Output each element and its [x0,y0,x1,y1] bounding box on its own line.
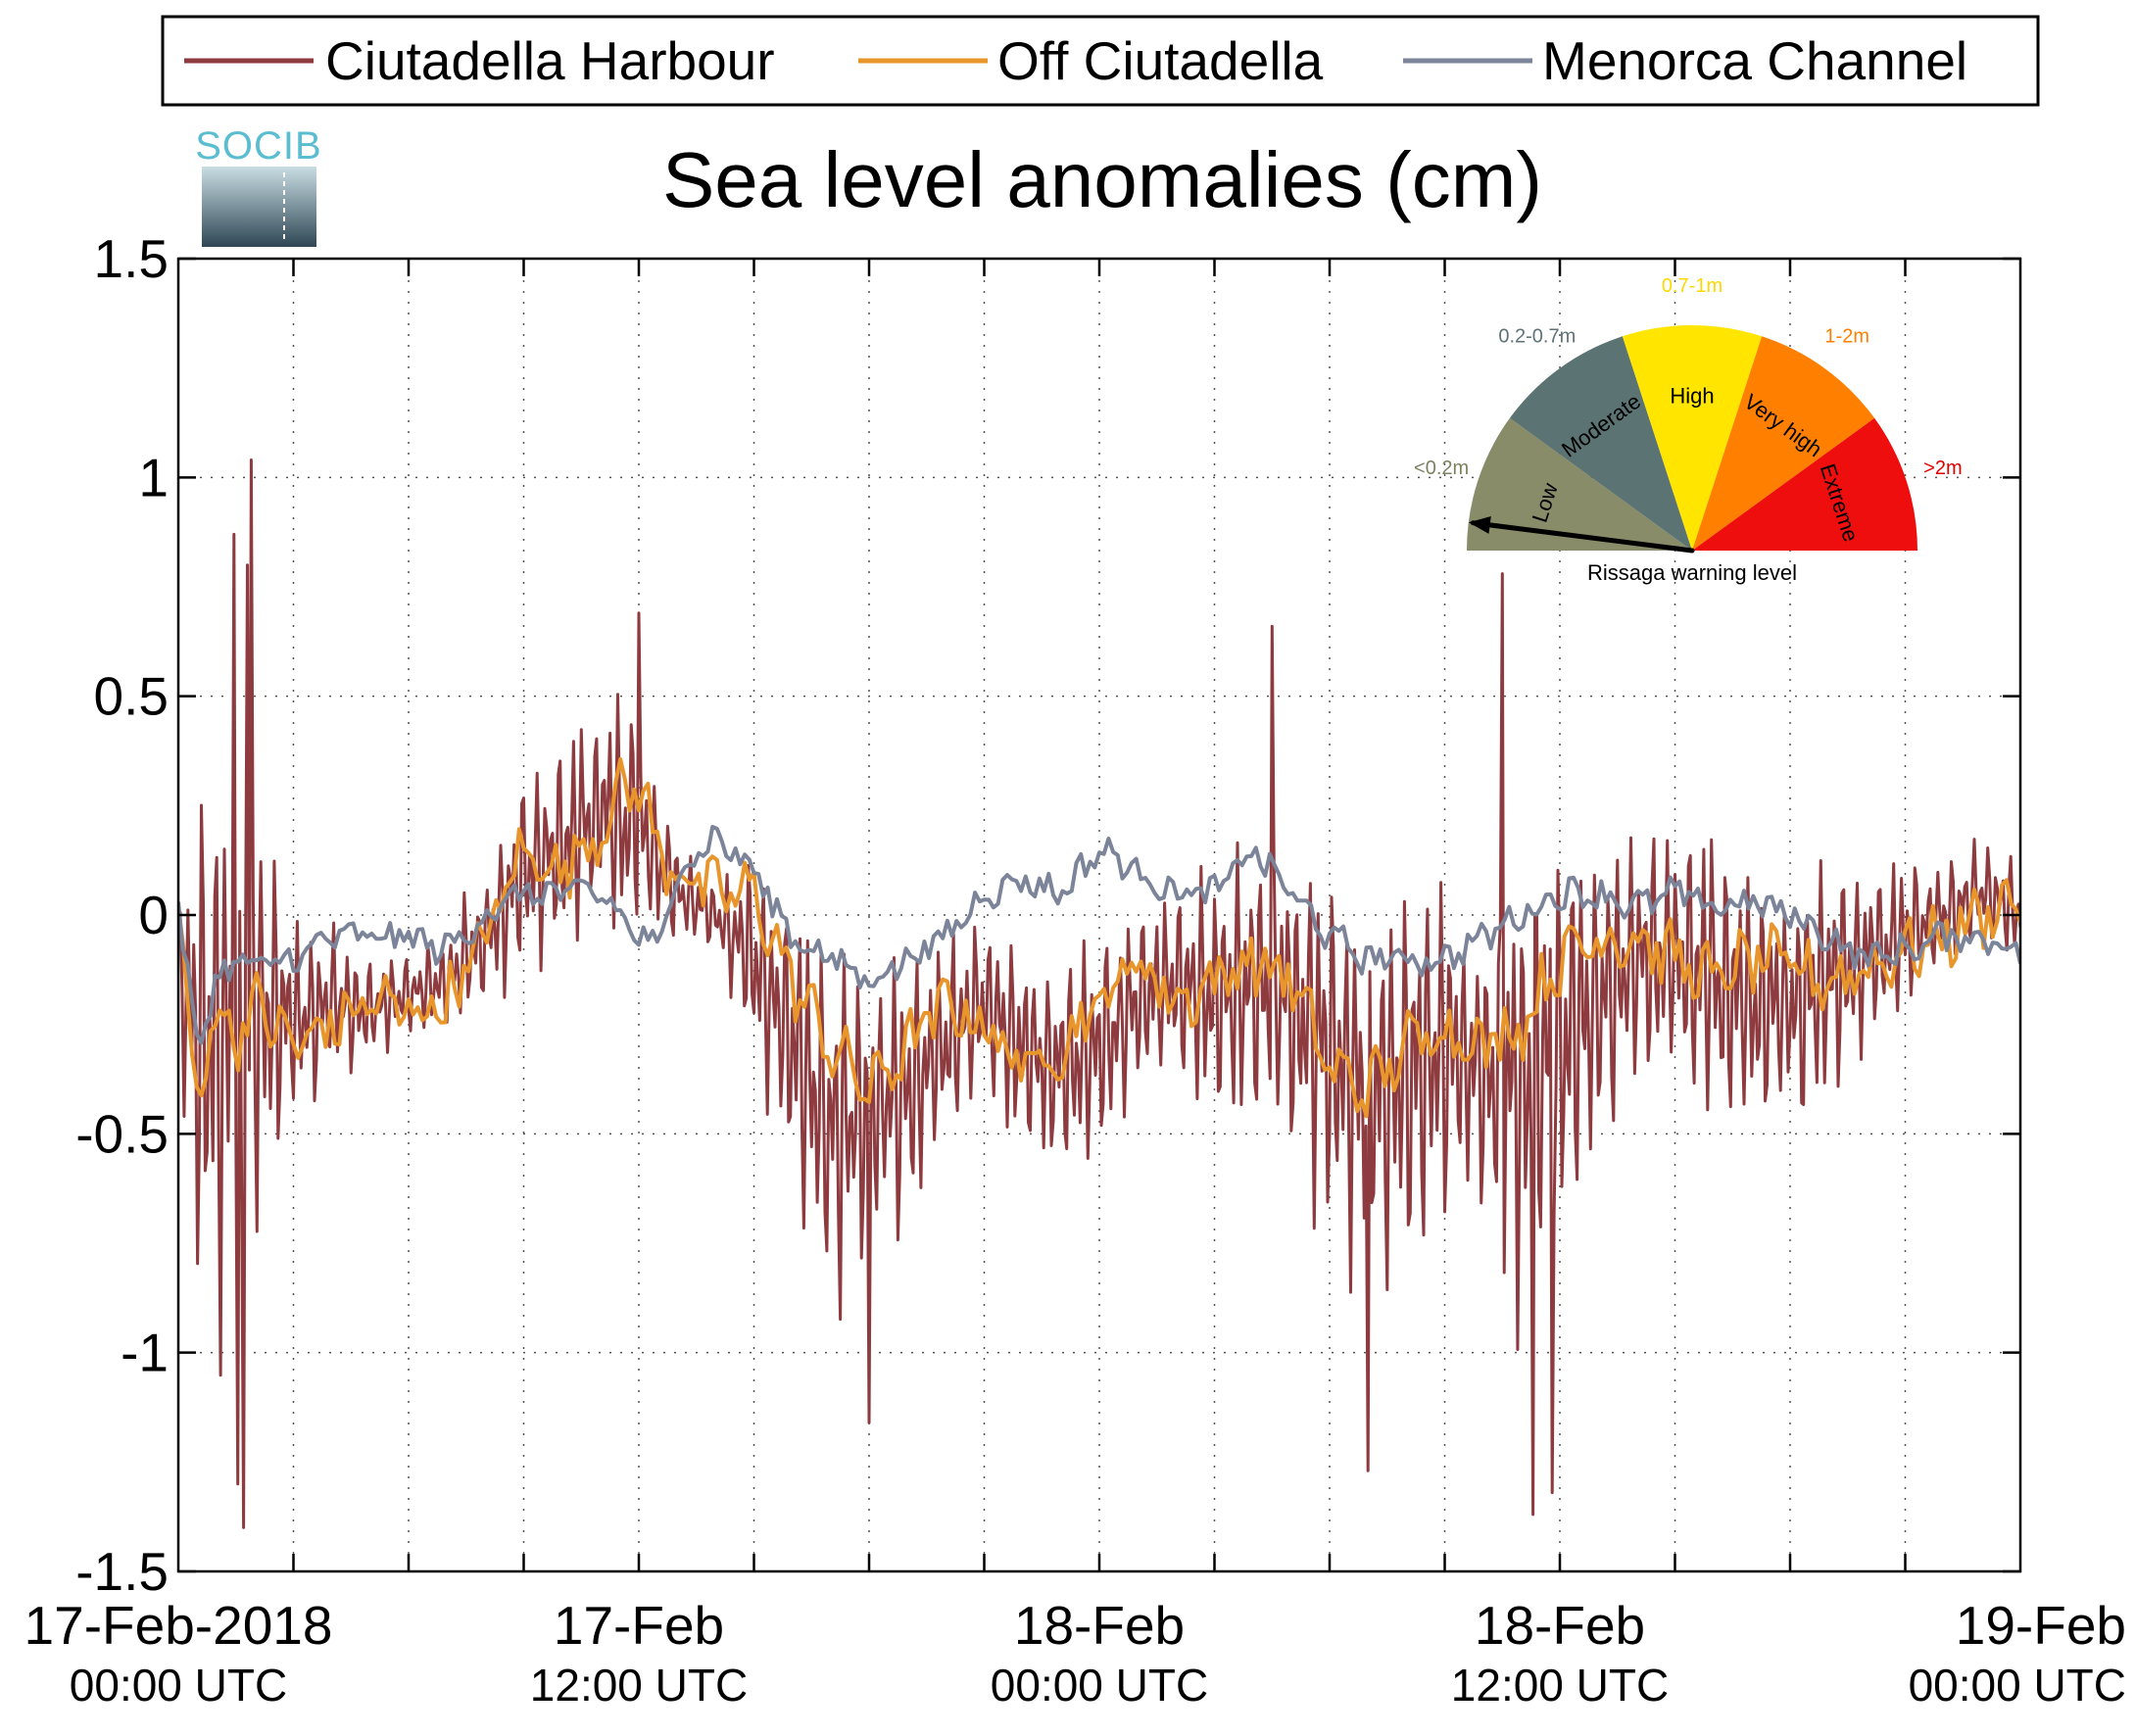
gauge-range-label-moderate: 0.2-0.7m [1498,326,1576,348]
y-axis-tick-labels: 1.5 1 0.5 0 -0.5 -1 -1.5 [75,228,169,1602]
gauge-sector-extreme [1692,417,1918,551]
gauge-needle [1470,520,1695,554]
y-tick-label: -1.5 [75,1541,169,1602]
y-tick-label: 1.5 [94,228,169,289]
y-tick-label: 1 [138,447,169,507]
x-tick-label-time: 00:00 UTC [1909,1660,2126,1711]
gauge-sector-low [1467,417,1692,551]
socib-logo: SOCIB [195,124,321,247]
legend-label-off-ciutadella: Off Ciutadella [997,30,1324,91]
plot-frame [176,257,2022,1573]
gauge-sector-high [1622,325,1763,551]
legend-label-menorca-channel: Menorca Channel [1542,30,1967,91]
y-tick-label: 0.5 [94,666,169,727]
x-tick-label-date: 17-Feb [554,1595,724,1656]
chart-title: Sea level anomalies (cm) [662,136,1542,223]
socib-logo-graphic [202,167,316,247]
x-tick-label-date: 18-Feb [1014,1595,1185,1656]
legend-box [161,15,2040,107]
series-menorca-channel [178,825,2020,1045]
gauge-range-label-extreme: >2m [1923,458,1962,479]
x-tick-label-time: 12:00 UTC [1451,1660,1669,1711]
gauge-range-label-high: 0.7-1m [1662,275,1723,297]
gauge-sector-very-high [1692,336,1875,551]
x-tick-label-date: 19-Feb [1956,1595,2126,1656]
x-tick-label-time: 00:00 UTC [991,1660,1208,1711]
legend: Ciutadella Harbour Off Ciutadella Menorc… [161,15,2040,107]
series-off-ciutadella [178,756,2020,1119]
socib-logo-text: SOCIB [195,124,321,168]
gauge-title: Rissaga warning level [1587,560,1797,585]
x-tick-label-time: 12:00 UTC [530,1660,748,1711]
y-tick-label: -0.5 [75,1103,169,1164]
x-tick-label-date: 17-Feb-2018 [24,1595,333,1656]
gauge-sector-label-high: High [1670,383,1714,408]
x-tick-label-date: 18-Feb [1475,1595,1645,1656]
gauge-sector-moderate [1509,336,1692,551]
legend-label-ciutadella-harbour: Ciutadella Harbour [325,30,775,91]
gauge-range-label-low: <0.2m [1414,458,1469,479]
y-tick-label: -1 [121,1323,169,1383]
gauge-needle-head [1468,516,1491,534]
y-tick-label: 0 [138,885,169,945]
x-tick-label-time: 00:00 UTC [70,1660,287,1711]
gauge-range-label-very-high: 1-2m [1824,326,1869,348]
